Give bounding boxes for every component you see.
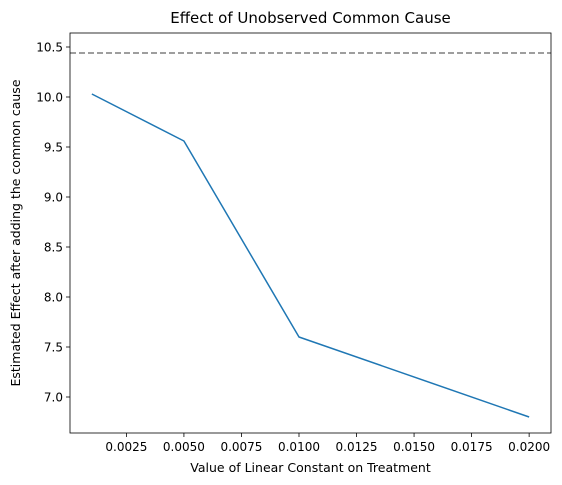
- plot-area: [70, 52, 551, 418]
- y-axis-label: Estimated Effect after adding the common…: [8, 79, 23, 386]
- chart-title: Effect of Unobserved Common Cause: [170, 9, 451, 27]
- x-axis-label: Value of Linear Constant on Treatment: [190, 460, 431, 475]
- y-tick-label: 8.0: [44, 291, 63, 305]
- y-tick-label: 10.5: [36, 41, 63, 55]
- x-tick-label: 0.0200: [508, 440, 550, 454]
- x-tick-label: 0.0175: [451, 440, 493, 454]
- x-axis: 0.0025 0.0050 0.0075 0.0100 0.0125 0.0150 0.01…: [105, 433, 550, 454]
- y-tick-label: 10.0: [36, 91, 63, 105]
- y-tick-label: 9.5: [44, 141, 63, 155]
- x-tick-label: 0.0025: [105, 440, 147, 454]
- y-tick-label: 7.5: [44, 341, 63, 355]
- y-tick-label: 9.0: [44, 191, 63, 205]
- x-tick-label: 0.0150: [393, 440, 435, 454]
- x-tick-label: 0.0100: [278, 440, 320, 454]
- x-tick-label: 0.0125: [336, 440, 378, 454]
- series-line-1: [91, 93, 530, 418]
- y-tick-label: 7.0: [44, 391, 63, 405]
- y-axis: 7.0 7.5 8.0 8.5 9.0 9.5 10.0 10.5: [36, 41, 70, 405]
- plot-frame: [69, 32, 552, 434]
- x-tick-label: 0.0050: [163, 440, 205, 454]
- x-tick-label: 0.0075: [220, 440, 262, 454]
- y-tick-label: 8.5: [44, 241, 63, 255]
